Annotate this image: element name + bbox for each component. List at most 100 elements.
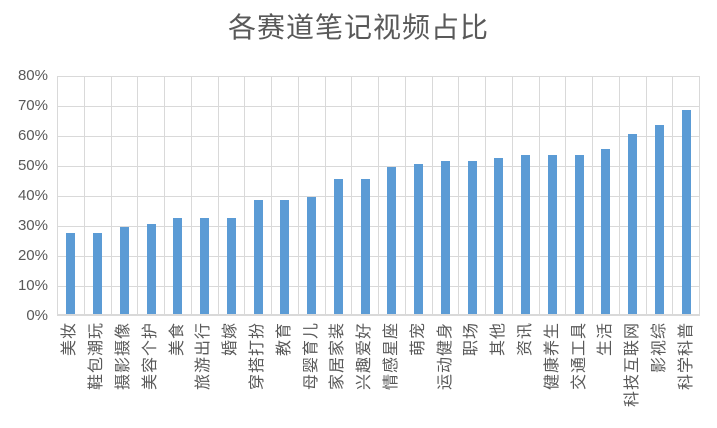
x-label-slot: 教育: [271, 322, 298, 426]
x-label-slot: 萌宠: [405, 322, 432, 426]
bar-美妆[interactable]: [66, 233, 76, 314]
y-axis-tick-label: 80%: [17, 67, 48, 84]
x-label-slot: 科学科普: [673, 322, 700, 426]
x-axis-category-label: 兴趣爱好: [356, 322, 374, 391]
bar-健康养生[interactable]: [547, 155, 557, 314]
category-slot: [511, 76, 539, 314]
y-axis-tick-label: 0%: [26, 307, 48, 324]
x-axis-category-label: 鞋包潮玩: [88, 322, 106, 391]
x-label-slot: 家居家装: [325, 322, 352, 426]
bar-美容个护[interactable]: [146, 224, 156, 314]
category-slot: [110, 76, 138, 314]
x-axis: 美妆 鞋包潮玩 摄影摄像 美容个护 美食 旅游出行 婚嫁 穿搭打扮 教育 母婴育儿 家居家装 兴趣爱好…: [57, 322, 700, 426]
x-label-slot: 其他: [486, 322, 513, 426]
x-axis-category-label: 家居家装: [329, 322, 347, 391]
bar-影视综[interactable]: [654, 125, 664, 314]
x-label-slot: 科技互联网: [620, 322, 647, 426]
bar-兴趣爱好[interactable]: [360, 179, 370, 314]
category-slot: [404, 76, 432, 314]
x-label-slot: 摄影摄像: [111, 322, 138, 426]
x-label-slot: 运动健身: [432, 322, 459, 426]
bar-运动健身[interactable]: [440, 161, 450, 314]
bar-美食[interactable]: [173, 218, 183, 314]
x-label-slot: 生活: [593, 322, 620, 426]
category-slot: [137, 76, 164, 314]
x-axis-category-label: 情感星座: [382, 322, 400, 391]
x-label-slot: 婚嫁: [218, 322, 245, 426]
chart-title: 各赛道笔记视频占比: [227, 12, 489, 43]
category-slot: [324, 76, 352, 314]
x-label-slot: 旅游出行: [191, 322, 218, 426]
bar-科技互联网[interactable]: [628, 134, 638, 314]
x-label-slot: 美食: [164, 322, 191, 426]
category-slot: [190, 76, 218, 314]
x-axis-category-label: 摄影摄像: [115, 322, 132, 391]
x-axis-category-label: 萌宠: [409, 322, 427, 357]
bar-婚嫁[interactable]: [226, 218, 236, 314]
bar-穿搭打扮[interactable]: [253, 200, 263, 314]
y-axis-tick-label: 10%: [17, 277, 48, 294]
x-axis-category-label: 母婴育儿: [302, 322, 320, 391]
bar-职场[interactable]: [467, 161, 477, 314]
x-axis-category-label: 健康养生: [543, 322, 561, 391]
bar-鞋包潮玩[interactable]: [93, 233, 103, 314]
x-label-slot: 情感星座: [379, 322, 406, 426]
y-axis-tick-label: 60%: [17, 127, 48, 144]
y-axis-tick-label: 40%: [17, 187, 48, 204]
x-axis-category-label: 美妆: [61, 322, 79, 357]
bar-生活[interactable]: [601, 149, 611, 314]
x-label-slot: 职场: [459, 322, 486, 426]
x-axis-category-label: 运动健身: [436, 322, 454, 391]
x-label-slot: 资讯: [513, 322, 540, 426]
plot-area: [57, 76, 700, 316]
category-slot: [431, 76, 459, 314]
y-axis-tick-label: 30%: [17, 217, 48, 234]
bar-萌宠[interactable]: [414, 164, 424, 314]
category-slot: [592, 76, 619, 314]
x-label-slot: 交通工具: [566, 322, 593, 426]
x-label-slot: 兴趣爱好: [352, 322, 379, 426]
category-slot: [244, 76, 271, 314]
category-slot: [485, 76, 512, 314]
bar-资讯[interactable]: [521, 155, 531, 314]
category-slot: [83, 76, 111, 314]
x-axis-category-label: 科学科普: [677, 322, 695, 391]
x-axis-category-label: 教育: [275, 322, 293, 357]
x-axis-category-label: 婚嫁: [222, 322, 240, 357]
x-axis-category-label: 旅游出行: [195, 322, 213, 391]
x-axis-category-label: 科技互联网: [624, 322, 642, 408]
x-axis-category-label: 影视综: [650, 322, 668, 374]
y-axis-tick-label: 50%: [17, 157, 48, 174]
category-slot: [351, 76, 378, 314]
x-axis-category-label: 穿搭打扮: [248, 322, 266, 391]
category-slot: [164, 76, 191, 314]
bar-科学科普[interactable]: [681, 110, 691, 314]
y-axis-tick-label: 20%: [17, 247, 48, 264]
category-slot: [458, 76, 485, 314]
x-label-slot: 母婴育儿: [298, 322, 325, 426]
category-slot: [565, 76, 592, 314]
x-axis-category-label: 美食: [168, 322, 186, 357]
x-label-slot: 穿搭打扮: [245, 322, 272, 426]
bar-其他[interactable]: [494, 158, 504, 314]
bar-旅游出行[interactable]: [200, 218, 210, 314]
x-axis-category-label: 职场: [463, 322, 481, 357]
category-slot: [645, 76, 673, 314]
x-axis-category-label: 交通工具: [570, 322, 588, 391]
x-axis-category-label: 资讯: [516, 322, 534, 357]
category-slot: [271, 76, 298, 314]
bar-交通工具[interactable]: [574, 155, 584, 314]
category-slot: [58, 76, 84, 314]
x-label-slot: 美妆: [57, 322, 84, 426]
bar-母婴育儿[interactable]: [307, 197, 317, 314]
x-axis-category-label: 其他: [490, 322, 508, 357]
x-label-slot: 健康养生: [539, 322, 566, 426]
bar-情感星座[interactable]: [387, 167, 397, 314]
bar-摄影摄像[interactable]: [119, 227, 129, 314]
bar-家居家装[interactable]: [333, 179, 343, 314]
category-slot: [378, 76, 405, 314]
bar-教育[interactable]: [280, 200, 290, 314]
category-slot: [672, 76, 699, 314]
x-axis-category-label: 美容个护: [141, 322, 159, 391]
